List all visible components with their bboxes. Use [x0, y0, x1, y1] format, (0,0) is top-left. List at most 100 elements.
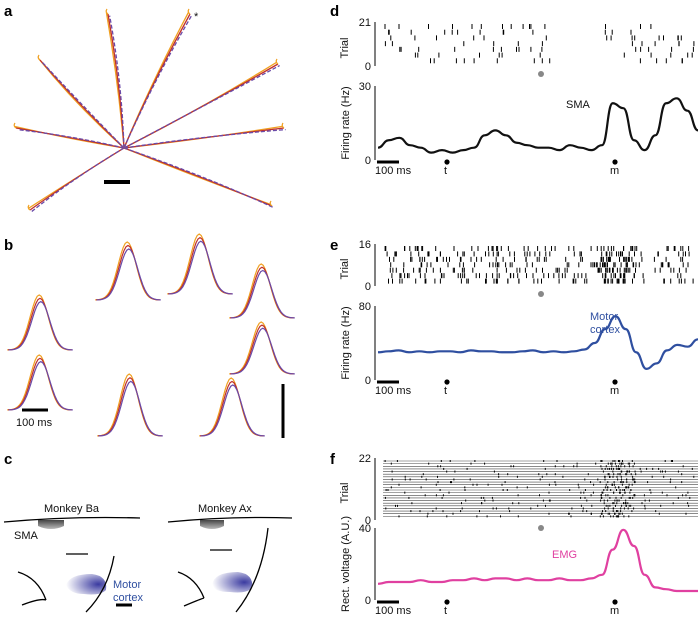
profile-6-2 — [230, 327, 295, 375]
series-label: Motor — [590, 311, 618, 323]
asterisk-label: * — [194, 11, 199, 23]
rate-ylabel: Firing rate (Hz) — [340, 86, 352, 159]
motor-label-line1: Motor — [113, 579, 141, 591]
ba-arcuate-sulcus — [17, 571, 47, 606]
profile-0-2 — [8, 300, 73, 351]
panel-label-b: b — [4, 237, 13, 254]
panel-label-e: e — [330, 237, 338, 254]
trajectory-hook-3 — [275, 58, 279, 65]
profile-6-1 — [229, 324, 295, 375]
marker-m-label: m — [610, 605, 619, 617]
trajectory-1-2 — [108, 15, 125, 149]
marker-t-label: t — [444, 385, 447, 397]
raster-ytick-max: 16 — [359, 239, 371, 251]
marker-m-dot — [612, 379, 618, 385]
trajectory-3-0 — [123, 61, 277, 149]
marker-t-label: t — [444, 165, 447, 177]
panel-label-f: f — [330, 451, 336, 468]
profile-4-1 — [7, 357, 73, 411]
trajectory-7-1 — [15, 127, 125, 149]
profile-4-2 — [8, 360, 73, 411]
series-label: EMG — [552, 549, 577, 561]
trajectory-hook-5 — [269, 200, 273, 207]
trajectory-3-2 — [123, 65, 280, 149]
ba-motor-cortex-region — [66, 574, 107, 595]
target-onset-marker — [538, 525, 544, 531]
trajectory-hook-6 — [27, 204, 31, 211]
panel-d-sma: Trial 21 0 30 0 Firing rate (Hz) SMA 100 ms t m — [339, 17, 699, 177]
rate-series-line — [377, 528, 698, 593]
raster-ylabel: Trial — [339, 483, 351, 504]
profile-3-2 — [230, 269, 295, 319]
raster-ylabel: Trial — [339, 259, 351, 280]
rate-ytick-max: 40 — [359, 523, 371, 535]
rate-ylabel: Firing rate (Hz) — [340, 306, 352, 379]
profile-7-1 — [199, 380, 265, 437]
trajectory-1-0 — [105, 12, 125, 149]
time-scalebar-label: 100 ms — [375, 385, 412, 397]
ax-brain-surface — [167, 516, 293, 523]
trajectory-4-2 — [123, 128, 286, 149]
profile-2-2 — [168, 240, 233, 295]
ax-sma-region — [200, 520, 224, 529]
raster-ylabel: Trial — [339, 38, 351, 59]
trajectory-hook-4 — [281, 122, 285, 129]
rate-ytick-max: 80 — [359, 301, 371, 313]
raster-ytick-max: 21 — [359, 17, 371, 29]
rate-series-line — [377, 315, 699, 371]
marker-t-dot — [444, 379, 450, 385]
profile-1-1 — [95, 244, 161, 301]
time-scalebar-label: 100 ms — [375, 165, 412, 177]
raster-ytick-min: 0 — [365, 281, 371, 293]
trajectory-7-2 — [17, 128, 125, 149]
trajectory-0-2 — [41, 61, 125, 149]
profile-0-1 — [7, 297, 73, 351]
marker-t-label: t — [444, 605, 447, 617]
marker-t-dot — [444, 599, 450, 605]
panel-a-trajectories: * — [13, 8, 286, 213]
marker-m-dot — [612, 599, 618, 605]
panel-b-scalebar-label: 100 ms — [16, 417, 53, 429]
trajectory-hook-7 — [13, 122, 17, 129]
profile-5-1 — [97, 376, 163, 437]
trajectory-6-2 — [31, 147, 125, 213]
trajectory-2-2 — [123, 15, 193, 149]
monkey-ba-label: Monkey Ba — [44, 503, 100, 515]
profile-1-2 — [96, 248, 161, 301]
series-label: cortex — [590, 324, 620, 336]
marker-m-dot — [612, 159, 618, 165]
time-scalebar-label: 100 ms — [375, 605, 412, 617]
motor-label-line2: cortex — [113, 592, 143, 604]
ba-central-sulcus — [85, 555, 115, 613]
ax-arcuate-sulcus — [177, 571, 205, 607]
trajectory-hook-2 — [187, 8, 191, 15]
profile-5-2 — [98, 380, 163, 437]
profile-7-2 — [200, 384, 265, 437]
raster-ytick-min: 0 — [365, 61, 371, 73]
raster-ytick-min: 0 — [365, 515, 371, 527]
trajectory-6-1 — [29, 147, 125, 211]
trajectory-2-1 — [123, 13, 191, 149]
rate-ytick-min: 0 — [365, 155, 371, 167]
marker-m-label: m — [610, 165, 619, 177]
sma-label: SMA — [14, 530, 39, 542]
marker-t-dot — [444, 159, 450, 165]
rate-series-line — [377, 97, 699, 154]
marker-m-label: m — [610, 385, 619, 397]
profile-3-1 — [229, 266, 295, 319]
rate-ytick-min: 0 — [365, 375, 371, 387]
rate-ytick-max: 30 — [359, 81, 371, 93]
series-label: SMA — [566, 99, 591, 111]
panel-b-profiles: 100 ms — [7, 233, 295, 438]
target-onset-marker — [538, 71, 544, 77]
profile-2-1 — [167, 236, 233, 295]
trajectory-hook-0 — [37, 54, 41, 61]
panel-label-d: d — [330, 3, 339, 20]
ba-brain-surface — [3, 516, 141, 523]
panel-label-a: a — [4, 3, 13, 20]
ax-central-sulcus — [235, 527, 269, 613]
target-onset-marker — [538, 291, 544, 297]
trajectory-5-2 — [123, 147, 274, 209]
